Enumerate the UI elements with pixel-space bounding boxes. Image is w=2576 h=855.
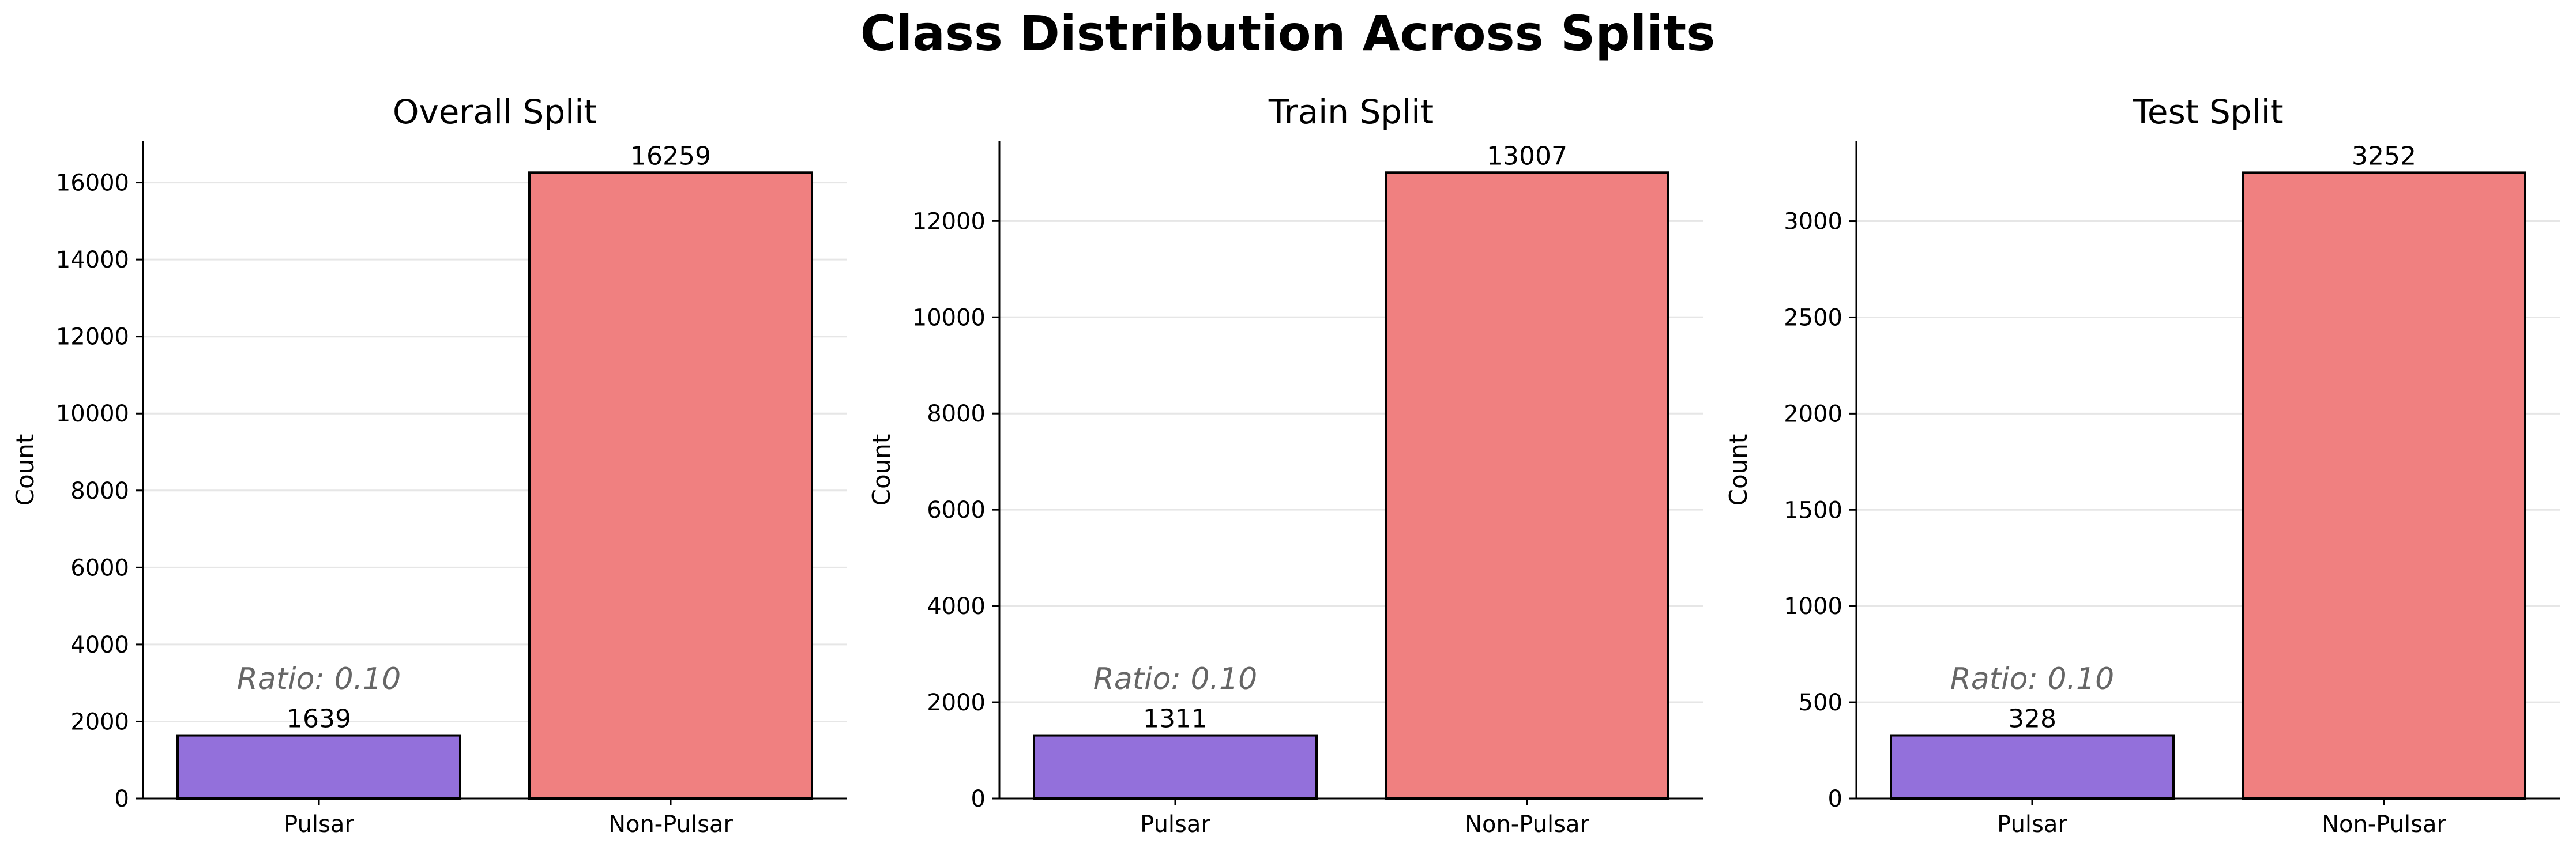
subplot-title: Overall Split bbox=[393, 92, 597, 131]
bar-pulsar bbox=[176, 734, 461, 800]
x-tick-label: Pulsar bbox=[1140, 811, 1210, 838]
y-tick-label: 12000 bbox=[912, 208, 986, 235]
subplot-1: 1639 16259 Ratio: 0.10 0 2000 4000 6000 8000 100… bbox=[11, 92, 847, 838]
bar-non-pulsar bbox=[2242, 171, 2526, 800]
y-axis-label: Count bbox=[867, 434, 896, 506]
bar-pulsar bbox=[1890, 734, 2175, 800]
y-tick-label: 2500 bbox=[1784, 304, 1842, 331]
y-axis-label: Count bbox=[1724, 434, 1753, 506]
y-tick-label: 0 bbox=[115, 786, 129, 812]
ratio-annotation: Ratio: 0.10 bbox=[1093, 662, 1257, 696]
y-tick-label: 1000 bbox=[1784, 593, 1842, 620]
y-tick-label: 8000 bbox=[927, 401, 986, 427]
y-tick-label: 4000 bbox=[927, 593, 986, 620]
x-tick-label: Non-Pulsar bbox=[2322, 811, 2446, 838]
y-tick-label: 2000 bbox=[927, 690, 986, 716]
bar-value-label: 1311 bbox=[1143, 705, 1208, 734]
subplot-3: 328 3252 Ratio: 0.10 0 500 1000 1500 2000 2500 30… bbox=[1724, 92, 2560, 838]
x-tick-label: Non-Pulsar bbox=[1465, 811, 1589, 838]
bar-value-label: 3252 bbox=[2352, 141, 2416, 171]
bar-value-label: 328 bbox=[2008, 705, 2056, 734]
subplot-panels: 1639 16259 Ratio: 0.10 0 2000 4000 6000 8000 100… bbox=[11, 92, 2560, 838]
bar-non-pulsar bbox=[1385, 171, 1669, 800]
y-tick-label: 2000 bbox=[70, 709, 129, 735]
subplot-title: Test Split bbox=[2132, 92, 2283, 131]
y-tick-label: 1500 bbox=[1784, 497, 1842, 523]
y-tick-label: 12000 bbox=[56, 324, 129, 351]
y-tick-label: 0 bbox=[971, 786, 986, 812]
y-tick-label: 10000 bbox=[56, 401, 129, 427]
y-tick-label: 14000 bbox=[56, 247, 129, 273]
x-tick-label: Pulsar bbox=[1997, 811, 2067, 838]
y-tick-label: 16000 bbox=[56, 170, 129, 197]
y-tick-label: 3000 bbox=[1784, 209, 1842, 235]
x-tick-label: Non-Pulsar bbox=[608, 811, 733, 838]
y-tick-label: 8000 bbox=[70, 478, 129, 504]
bar-value-label: 13007 bbox=[1487, 141, 1567, 171]
ratio-annotation: Ratio: 0.10 bbox=[1950, 662, 2114, 696]
x-tick-label: Pulsar bbox=[284, 811, 354, 838]
y-tick-label: 10000 bbox=[912, 304, 986, 331]
ratio-annotation: Ratio: 0.10 bbox=[237, 662, 401, 696]
bar-value-label: 1639 bbox=[287, 705, 351, 734]
y-tick-label: 6000 bbox=[927, 497, 986, 523]
y-axis-label: Count bbox=[11, 434, 39, 506]
y-tick-label: 0 bbox=[1828, 786, 1842, 812]
bar-value-label: 16259 bbox=[630, 141, 711, 171]
subplot-2: 1311 13007 Ratio: 0.10 0 2000 4000 6000 8000 100… bbox=[867, 92, 1703, 838]
y-tick-label: 2000 bbox=[1784, 401, 1842, 427]
bar-pulsar bbox=[1033, 734, 1318, 800]
y-tick-label: 500 bbox=[1799, 690, 1842, 716]
y-tick-label: 4000 bbox=[70, 632, 129, 658]
figure-title: Class Distribution Across Splits bbox=[860, 5, 1715, 62]
bar-non-pulsar bbox=[528, 171, 813, 800]
subplot-title: Train Split bbox=[1268, 92, 1434, 131]
y-tick-label: 6000 bbox=[70, 555, 129, 581]
